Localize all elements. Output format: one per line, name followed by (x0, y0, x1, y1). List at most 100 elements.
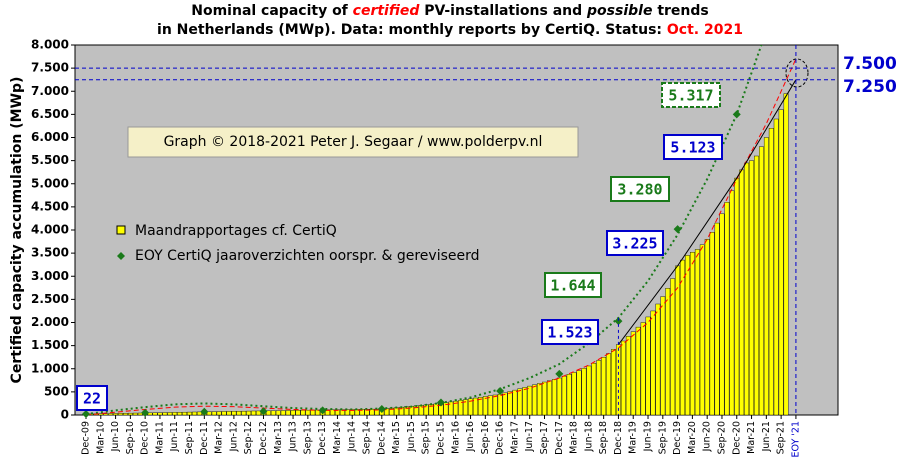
bar (655, 303, 661, 416)
title-segment: Oct. 2021 (667, 22, 743, 38)
annotation: 3.225 (612, 235, 657, 253)
bar (744, 162, 750, 416)
bar (551, 379, 557, 416)
x-tick-label: Jun-18 (583, 421, 594, 452)
x-tick-label: Sep-12 (243, 421, 254, 454)
bar (660, 296, 666, 416)
bar (650, 310, 656, 416)
x-tick-label: Dec-14 (376, 421, 387, 455)
credit-box (127, 126, 579, 158)
bar (103, 413, 109, 416)
bar (300, 410, 306, 416)
chart-title: Nominal capacity of certified PV-install… (191, 3, 709, 19)
annotation-box (661, 82, 721, 108)
bar (566, 374, 572, 416)
x-tick-label: Jun-12 (228, 421, 239, 452)
bar (783, 93, 789, 416)
x-tick-label: Mar-12 (214, 421, 225, 454)
credit: Graph © 2018-2021 Peter J. Segaar / www.… (164, 134, 543, 150)
bar (127, 412, 133, 416)
bar (270, 410, 276, 416)
bar (152, 412, 158, 416)
y-tick-label: 0 (61, 408, 69, 422)
bar (778, 109, 784, 416)
bar (275, 410, 281, 416)
eoy-point (82, 409, 90, 418)
bar (305, 409, 311, 416)
bar (763, 137, 769, 416)
bar (576, 370, 582, 416)
bar (635, 326, 641, 416)
bar (640, 322, 646, 416)
x-tick-label: Jun-20 (702, 421, 713, 452)
bar (734, 177, 740, 416)
bar (221, 411, 227, 416)
bar (630, 331, 636, 416)
y-tick-label: 2.000 (31, 315, 69, 329)
x-tick-label: Jun-21 (761, 421, 772, 452)
x-tick-label: Dec-18 (613, 421, 624, 455)
bar (749, 160, 754, 416)
x-tick-label: Mar-14 (332, 421, 343, 454)
reference-label: 7.250 (843, 77, 897, 97)
x-tick-label: Jun-11 (169, 421, 180, 452)
x-tick-label: Sep-17 (539, 421, 550, 454)
x-tick-label: Jun-17 (524, 421, 535, 452)
x-tick-label: Sep-10 (125, 421, 136, 454)
x-tick-label: Mar-13 (273, 421, 284, 454)
bar (773, 118, 779, 416)
x-tick-label: Mar-16 (450, 421, 461, 454)
x-tick-label: Dec-19 (672, 421, 683, 455)
bar (754, 155, 759, 416)
x-tick-label: Mar-17 (509, 421, 520, 454)
bar (246, 410, 252, 416)
bar (339, 409, 345, 416)
bar (241, 410, 247, 416)
bar (645, 316, 651, 416)
x-tick-label: Mar-19 (628, 421, 639, 454)
bar (522, 387, 528, 416)
bar (172, 412, 178, 416)
x-tick-label: Dec-16 (495, 421, 506, 455)
title-segment: in Netherlands (MWp). Data: monthly repo… (157, 22, 667, 38)
bar (561, 375, 567, 416)
x-tick-label: Mar-18 (569, 421, 580, 454)
bar (601, 356, 607, 416)
bar (236, 411, 242, 416)
x-tick-label: Jun-14 (347, 421, 358, 452)
title-segment: trends (652, 3, 708, 19)
bar (310, 409, 316, 416)
x-tick-label: Sep-14 (362, 421, 373, 454)
annotation-box (610, 176, 670, 202)
bar (591, 363, 597, 416)
bar (502, 392, 508, 416)
eoy-point (259, 407, 268, 416)
eoy-point (496, 386, 505, 395)
reference-label: 7.500 (843, 54, 897, 74)
x-tick-label: Mar-11 (154, 421, 165, 454)
eoy-point (555, 369, 564, 378)
bar (335, 409, 340, 416)
bar (330, 409, 335, 416)
annotation: 1.523 (547, 324, 592, 342)
bar (719, 213, 725, 416)
eoy-point (732, 110, 741, 119)
trend-line (618, 79, 797, 345)
title-segment: possible (586, 3, 652, 19)
x-tick-label: Sep-20 (716, 421, 727, 454)
bar (685, 255, 690, 416)
x-tick-label: Sep-16 (480, 421, 491, 454)
y-axis-label: Certified capacity accumulation (MWp) (9, 77, 25, 384)
bar (759, 146, 764, 416)
annotation-box (541, 319, 599, 345)
x-tick-label: Sep-13 (302, 421, 313, 454)
bar (137, 412, 143, 416)
eoy-point (436, 398, 445, 407)
bar (694, 249, 700, 416)
x-tick-label: Dec-15 (435, 421, 446, 455)
legend-label: EOY CertiQ jaaroverzichten oorspr. & ger… (135, 248, 480, 264)
bar (586, 365, 592, 416)
x-tick-label: Mar-21 (746, 421, 757, 454)
y-tick-label: 8.000 (31, 38, 69, 52)
